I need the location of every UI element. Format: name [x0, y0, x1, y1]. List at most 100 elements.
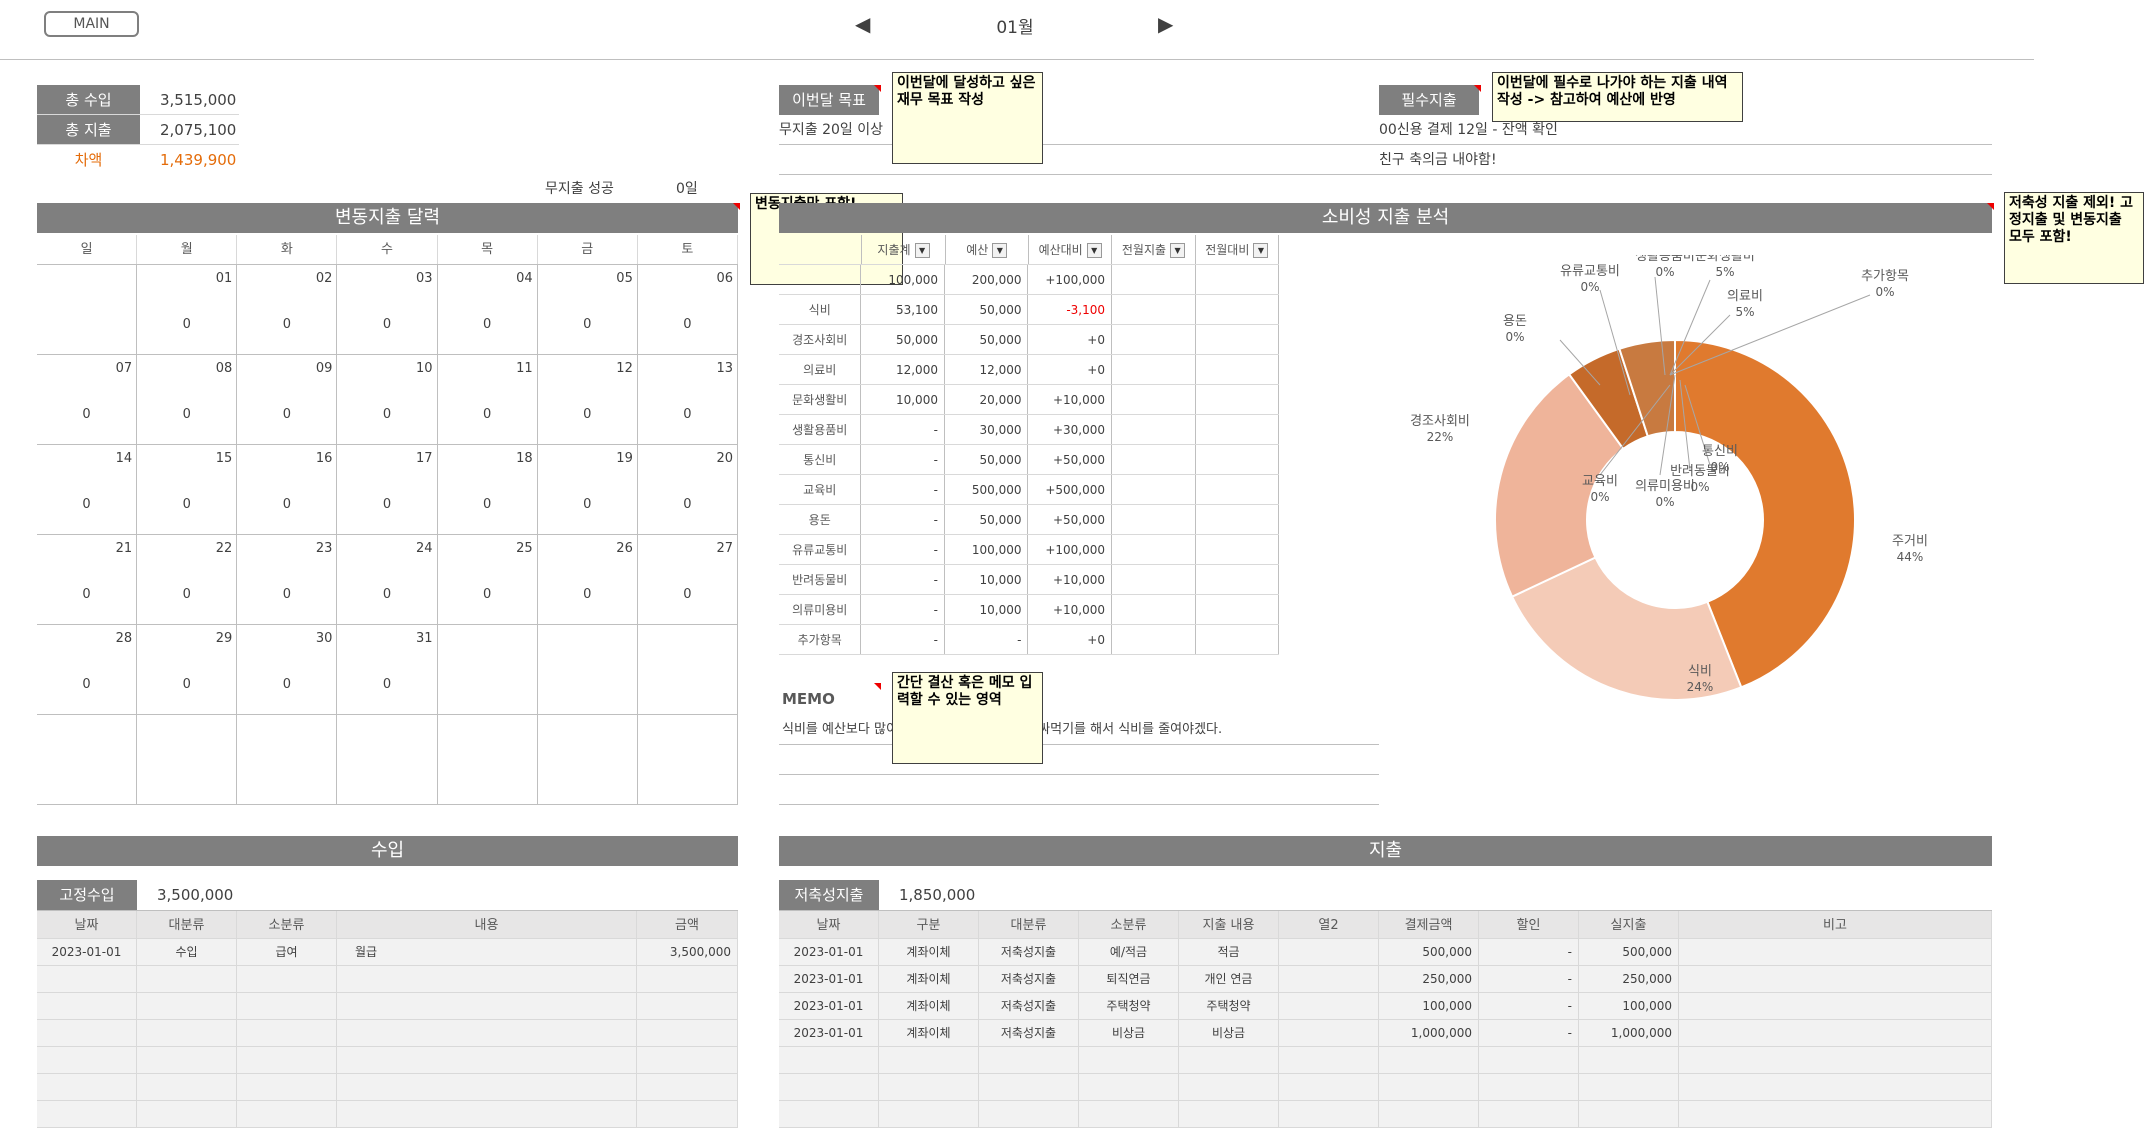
calendar-day-cell[interactable]: [37, 715, 138, 805]
calendar-day-cell[interactable]: 10 0: [337, 355, 438, 445]
table-cell[interactable]: [979, 1047, 1079, 1073]
table-cell[interactable]: [1579, 1074, 1679, 1100]
calendar-day-cell[interactable]: 18 0: [437, 445, 538, 535]
table-cell[interactable]: [37, 1047, 137, 1073]
calendar-day-cell[interactable]: 13 0: [637, 355, 738, 445]
table-cell[interactable]: [1379, 1047, 1479, 1073]
filter-dropdown-icon[interactable]: ▼: [1253, 243, 1269, 258]
filter-dropdown-icon[interactable]: ▼: [1086, 243, 1102, 258]
table-cell[interactable]: [1279, 1101, 1379, 1127]
calendar-day-cell[interactable]: 26 0: [537, 535, 638, 625]
next-month-button[interactable]: ▶: [1158, 12, 1174, 36]
table-cell[interactable]: -: [1479, 1020, 1579, 1046]
calendar-day-cell[interactable]: [637, 625, 738, 715]
table-cell[interactable]: 수입: [137, 939, 237, 965]
calendar-day-cell[interactable]: 02 0: [237, 265, 338, 355]
prev-month-button[interactable]: ◀: [855, 12, 871, 36]
table-cell[interactable]: [1079, 1101, 1179, 1127]
table-cell[interactable]: 2023-01-01: [779, 939, 879, 965]
calendar-day-cell[interactable]: 28 0: [37, 625, 138, 715]
table-cell[interactable]: [337, 1020, 637, 1046]
table-cell[interactable]: 적금: [1179, 939, 1279, 965]
table-cell[interactable]: [1179, 1074, 1279, 1100]
calendar-day-cell[interactable]: 16 0: [237, 445, 338, 535]
table-cell[interactable]: [37, 1101, 137, 1127]
table-cell[interactable]: [1079, 1047, 1179, 1073]
table-cell[interactable]: [337, 1101, 637, 1127]
table-cell[interactable]: 계좌이체: [879, 966, 979, 992]
calendar-day-cell[interactable]: 24 0: [337, 535, 438, 625]
table-cell[interactable]: -: [1479, 993, 1579, 1019]
calendar-day-cell[interactable]: 27 0: [637, 535, 738, 625]
calendar-day-cell[interactable]: 09 0: [237, 355, 338, 445]
table-cell[interactable]: [337, 1074, 637, 1100]
calendar-day-cell[interactable]: [537, 625, 638, 715]
table-cell[interactable]: [137, 993, 237, 1019]
table-cell[interactable]: [879, 1047, 979, 1073]
table-cell[interactable]: [637, 1047, 738, 1073]
table-cell[interactable]: [637, 1074, 738, 1100]
table-cell[interactable]: 저축성지출: [979, 939, 1079, 965]
table-cell[interactable]: [1179, 1101, 1279, 1127]
table-cell[interactable]: [1579, 1047, 1679, 1073]
calendar-day-cell[interactable]: 14 0: [37, 445, 138, 535]
table-cell[interactable]: 계좌이체: [879, 1020, 979, 1046]
calendar-day-cell[interactable]: [537, 715, 638, 805]
column-header[interactable]: 예산대비 ▼: [1029, 235, 1113, 264]
table-cell[interactable]: [637, 966, 738, 992]
table-cell[interactable]: 비상금: [1179, 1020, 1279, 1046]
filter-dropdown-icon[interactable]: ▼: [914, 243, 930, 258]
table-cell[interactable]: [637, 1101, 738, 1127]
calendar-day-cell[interactable]: 12 0: [537, 355, 638, 445]
table-cell[interactable]: 저축성지출: [979, 966, 1079, 992]
calendar-day-cell[interactable]: 05 0: [537, 265, 638, 355]
table-cell[interactable]: [879, 1074, 979, 1100]
filter-dropdown-icon[interactable]: ▼: [992, 243, 1008, 258]
table-cell[interactable]: [1279, 966, 1379, 992]
table-cell[interactable]: [237, 993, 337, 1019]
table-cell[interactable]: 250,000: [1379, 966, 1479, 992]
table-cell[interactable]: 500,000: [1579, 939, 1679, 965]
table-cell[interactable]: [1279, 1020, 1379, 1046]
table-cell[interactable]: [1279, 993, 1379, 1019]
table-cell[interactable]: [879, 1101, 979, 1127]
table-cell[interactable]: [137, 1047, 237, 1073]
table-cell[interactable]: [1679, 1047, 1992, 1073]
table-cell[interactable]: [37, 966, 137, 992]
table-cell[interactable]: [779, 1074, 879, 1100]
memo-line[interactable]: 식비를 예산보다 많이 썼다. 다음달에는 도시락 싸먹기를 해서 식비를 줄여…: [779, 715, 1379, 745]
calendar-day-cell[interactable]: [437, 625, 538, 715]
table-cell[interactable]: [37, 1074, 137, 1100]
table-cell[interactable]: [1679, 993, 1992, 1019]
calendar-day-cell[interactable]: 30 0: [237, 625, 338, 715]
calendar-day-cell[interactable]: 04 0: [437, 265, 538, 355]
calendar-day-cell[interactable]: [637, 715, 738, 805]
table-cell[interactable]: 100,000: [1579, 993, 1679, 1019]
table-cell[interactable]: 100,000: [1379, 993, 1479, 1019]
table-cell[interactable]: [1079, 1074, 1179, 1100]
column-header[interactable]: [779, 235, 863, 264]
table-cell[interactable]: [1179, 1047, 1279, 1073]
calendar-day-cell[interactable]: 25 0: [437, 535, 538, 625]
table-cell[interactable]: [779, 1047, 879, 1073]
goal-row[interactable]: [779, 145, 1379, 175]
calendar-day-cell[interactable]: 29 0: [137, 625, 238, 715]
calendar-day-cell[interactable]: [237, 715, 338, 805]
column-header[interactable]: 전월지출 ▼: [1112, 235, 1196, 264]
main-button[interactable]: MAIN: [44, 11, 139, 37]
table-cell[interactable]: [979, 1074, 1079, 1100]
table-cell[interactable]: [337, 993, 637, 1019]
table-cell[interactable]: [637, 993, 738, 1019]
table-cell[interactable]: [337, 966, 637, 992]
table-cell[interactable]: -: [1479, 939, 1579, 965]
calendar-day-cell[interactable]: 19 0: [537, 445, 638, 535]
table-cell[interactable]: [237, 1020, 337, 1046]
calendar-day-cell[interactable]: 03 0: [337, 265, 438, 355]
column-header[interactable]: 전월대비 ▼: [1196, 235, 1279, 264]
table-cell[interactable]: [1679, 1101, 1992, 1127]
calendar-day-cell[interactable]: 06 0: [637, 265, 738, 355]
calendar-day-cell[interactable]: 07 0: [37, 355, 138, 445]
table-cell[interactable]: [1679, 966, 1992, 992]
table-cell[interactable]: 퇴직연금: [1079, 966, 1179, 992]
table-cell[interactable]: [1479, 1047, 1579, 1073]
